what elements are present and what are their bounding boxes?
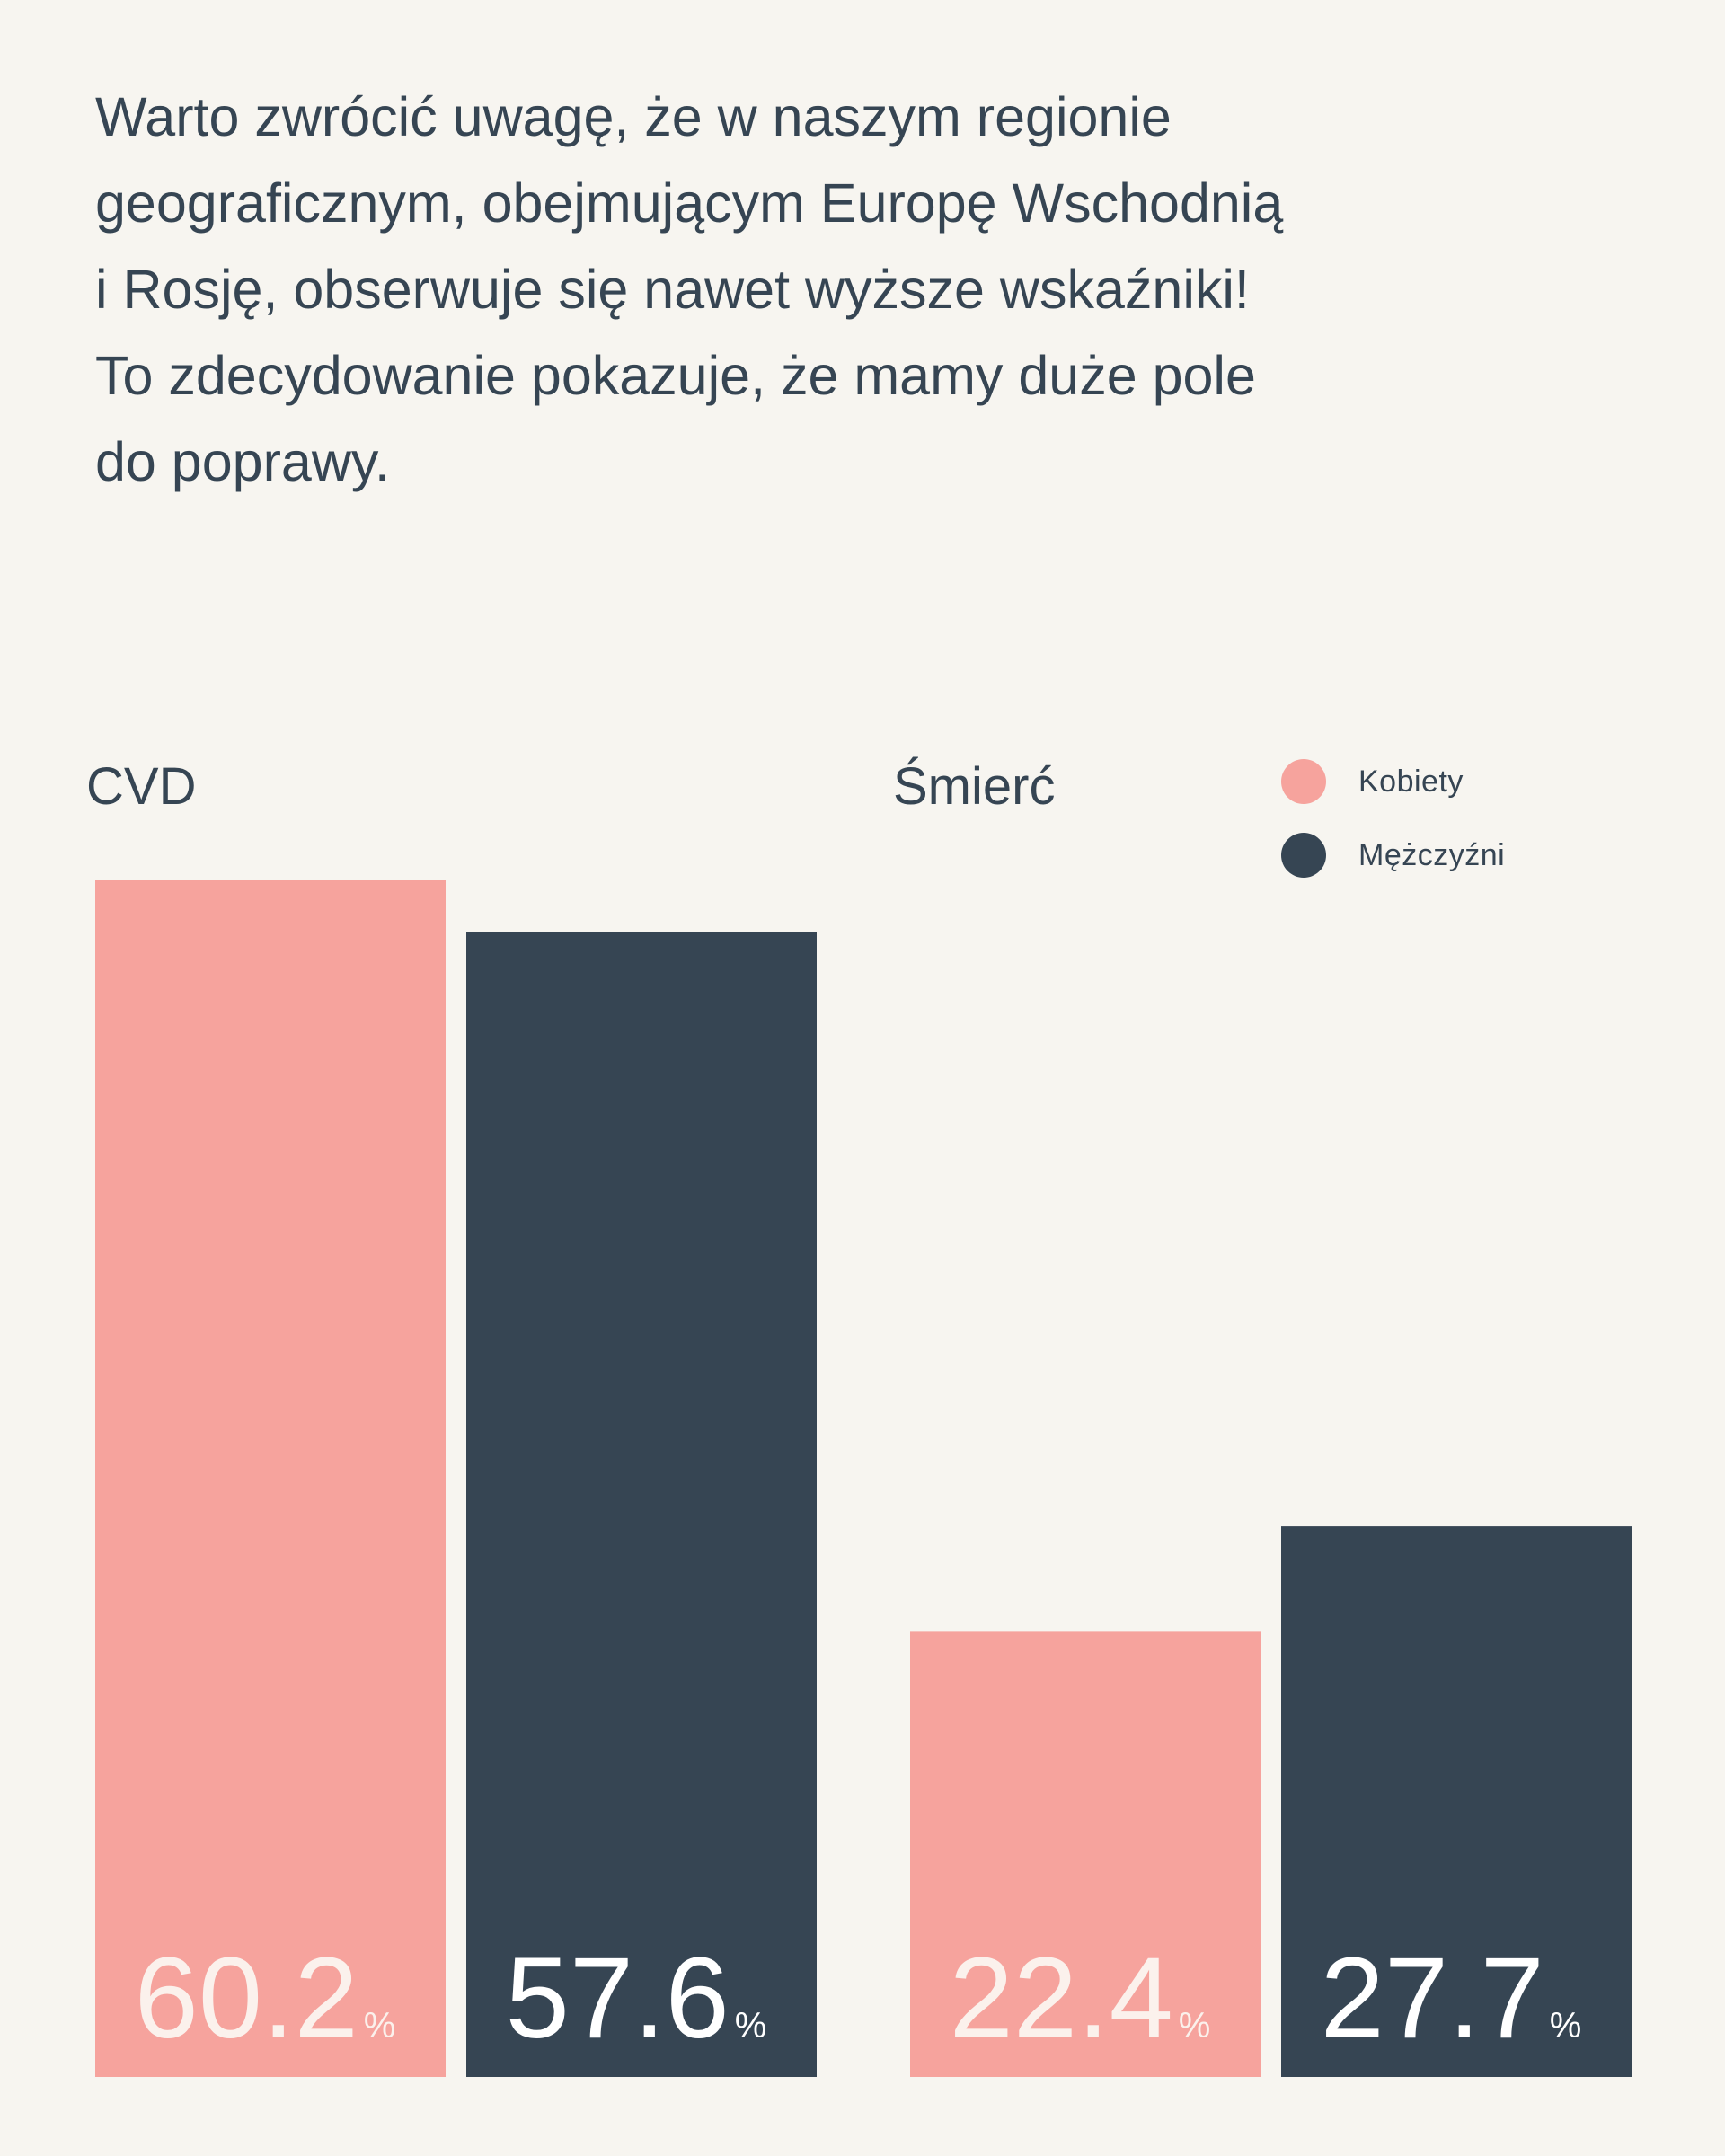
category-label-cvd: CVD [86, 757, 197, 816]
category-label-smierc: Śmierć [893, 757, 1056, 816]
legend-label-kobiety: Kobiety [1358, 764, 1464, 799]
legend-item-mezczyzni: Mężczyźni [1281, 833, 1505, 878]
bar-smierc-kobiety [910, 1631, 1261, 2077]
legend-swatch-kobiety-icon [1281, 759, 1326, 804]
value-label-smierc-kobiety: 22.4% [950, 1934, 1211, 2063]
legend: Kobiety Mężczyźni [1281, 759, 1505, 906]
value-label-cvd-mezczyzni: 57.6% [506, 1934, 767, 2063]
legend-label-mezczyzni: Mężczyźni [1358, 837, 1506, 872]
intro-line-5: do poprawy. [95, 431, 390, 492]
bar-smierc-mezczyzni [1281, 1526, 1632, 2077]
intro-text: Warto zwrócić uwagę, że w naszym regioni… [95, 74, 1497, 505]
legend-swatch-mezczyzni-icon [1281, 833, 1326, 878]
intro-line-3: i Rosję, obserwuje się nawet wyższe wska… [95, 259, 1250, 320]
legend-item-kobiety: Kobiety [1281, 759, 1505, 804]
intro-line-1: Warto zwrócić uwagę, że w naszym regioni… [95, 86, 1172, 147]
bar-cvd-kobiety [95, 880, 446, 2077]
intro-line-2: geograficznym, obejmującym Europę Wschod… [95, 172, 1284, 234]
bar-cvd-mezczyzni [466, 932, 817, 2077]
value-label-cvd-kobiety: 60.2% [135, 1934, 396, 2063]
intro-line-4: To zdecydowanie pokazuje, że mamy duże p… [95, 345, 1256, 406]
value-label-smierc-mezczyzni: 27.7% [1321, 1934, 1582, 2063]
